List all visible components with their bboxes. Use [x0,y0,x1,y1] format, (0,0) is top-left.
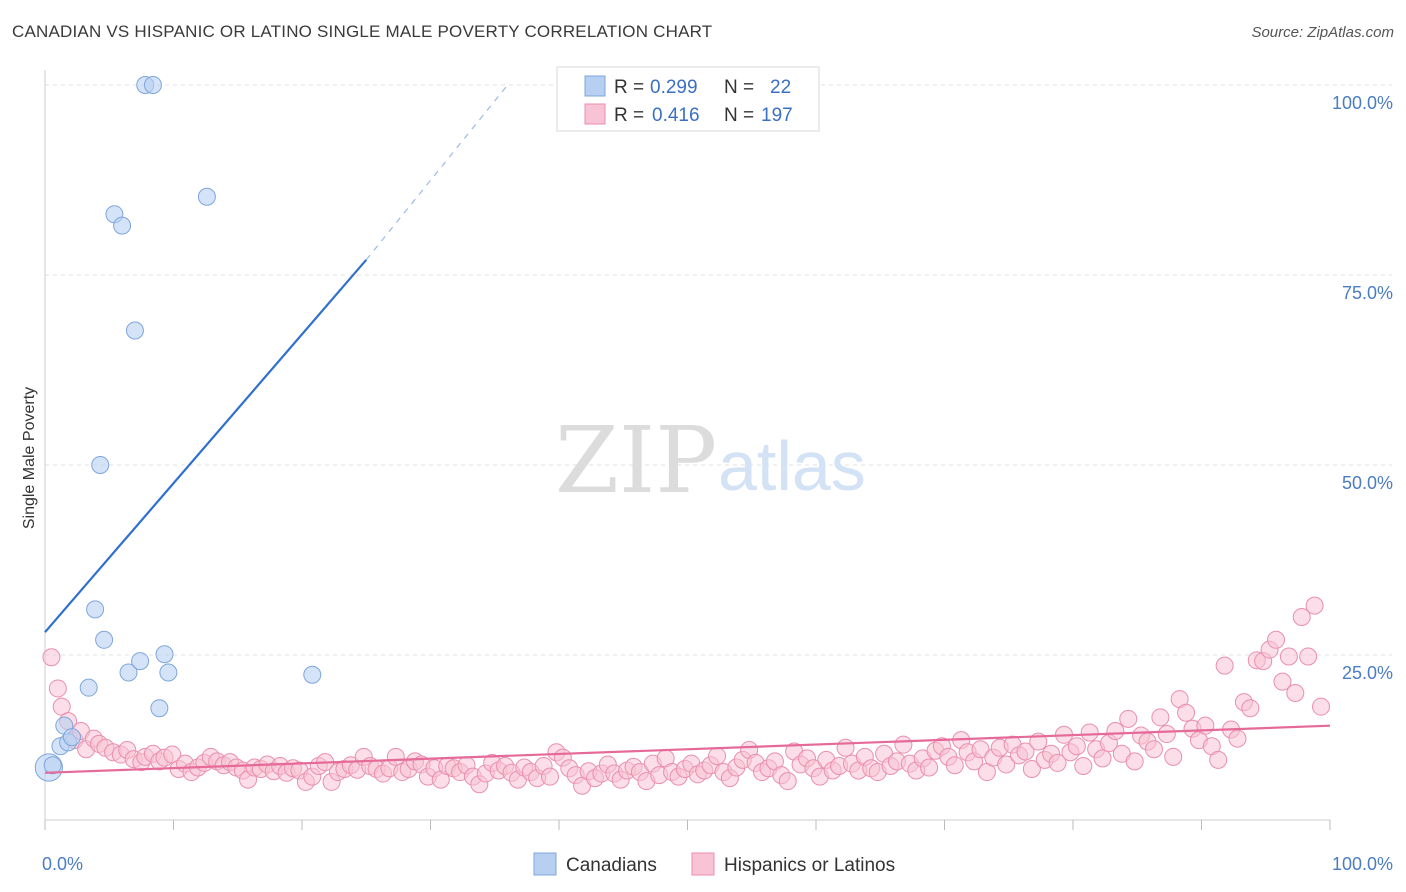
hispanics-point-180 [1196,716,1215,735]
canadians-point-21 [43,756,62,775]
hispanics-point-175 [1164,747,1183,766]
y-tick-labels: 25.0% 50.0% 75.0% 100.0% [1332,93,1393,683]
y-tick-label-0: 25.0% [1342,663,1393,683]
hispanics-point-124 [836,738,855,757]
hispanics-point-133 [894,735,913,754]
hispanics-point-104 [708,747,727,766]
hispanics-point-182 [1209,750,1228,769]
hispanics-point-137 [920,758,939,777]
canadians-point-15 [159,663,178,682]
canadians-point-16 [150,699,169,718]
y-tick-label-3: 100.0% [1332,93,1393,113]
watermark-atlas: atlas [718,427,866,505]
hispanics-point-166 [1106,722,1125,740]
canadians-point-18 [143,76,162,94]
hispanics-point-196 [1299,647,1318,666]
x-tick-label-0: 0.0% [42,854,83,874]
legend-swatch-hispanics [584,103,606,125]
hispanics-point-152 [1016,742,1035,761]
gridlines [45,84,1392,656]
canadians-point-13 [131,652,150,671]
hispanics-points [42,596,1331,795]
bottom-legend-hispanics: Hispanics or Latinos [724,855,895,876]
legend-r-label-1: R = [614,105,644,126]
hispanics-point-161 [1074,756,1093,775]
canadians-trend-extension [365,84,509,261]
hispanics-point-192 [1273,672,1292,691]
hispanics-point-169 [1125,752,1144,771]
canadians-point-7 [95,630,114,649]
hispanics-trend-line [44,724,1331,774]
legend-r-value-0: 0.299 [650,77,698,98]
y-tick-label-2: 75.0% [1342,283,1393,303]
canadians-point-10 [113,216,132,235]
y-axis-label: Single Male Poverty [21,387,38,529]
legend-n-value-1: 197 [761,105,793,126]
canadians-point-19 [197,187,216,206]
legend-box: R = 0.299 N = 22 R = 0.416 N = 197 [556,66,820,132]
legend-r-value-1: 0.416 [652,105,700,126]
canadians-point-4 [62,728,81,747]
hispanics-point-191 [1267,630,1286,649]
hispanics-point-54 [386,747,405,766]
legend-r-label-0: R = [614,77,644,98]
y-tick-label-1: 50.0% [1342,473,1393,493]
source-label: Source: ZipAtlas.com [1251,24,1394,41]
canadians-point-6 [86,600,105,619]
bottom-legend-swatch-hispanics [691,852,715,876]
canadians-point-8 [91,456,110,474]
hispanics-point-78 [541,767,560,786]
canadians-point-5 [79,678,98,697]
hispanics-point-115 [778,772,797,791]
legend-n-value-0: 22 [770,77,791,98]
legend-swatch-canadians [584,75,606,97]
hispanics-point-187 [1241,699,1260,718]
canadians-point-12 [119,663,138,682]
hispanics-point-185 [1228,729,1247,748]
hispanics-point-153 [1022,760,1041,778]
hispanics-point-194 [1286,684,1305,702]
watermark: ZIP atlas [555,407,866,514]
canadians-point-14 [155,645,174,664]
hispanics-point-1 [48,679,67,698]
hispanics-point-141 [945,756,964,775]
canadians-points [34,76,322,782]
hispanics-point-164 [1093,749,1112,768]
legend-n-label-1: N = [724,105,754,126]
hispanics-point-173 [1151,708,1170,727]
hispanics-point-160 [1067,737,1086,756]
hispanics-point-0 [42,648,61,667]
hispanics-point-193 [1279,647,1298,666]
canadians-point-11 [125,321,144,340]
hispanics-point-197 [1305,596,1324,615]
axes [44,70,1331,830]
hispanics-point-162 [1080,723,1099,742]
chart-title: CANADIAN VS HISPANIC OR LATINO SINGLE MA… [12,22,713,41]
hispanics-point-183 [1215,656,1234,675]
x-tick-labels: 0.0% 100.0% [42,854,1393,874]
canadians-point-20 [303,665,322,684]
hispanics-point-195 [1292,608,1311,626]
hispanics-point-168 [1119,709,1138,728]
bottom-legend-canadians: Canadians [566,855,657,876]
x-tick-label-1: 100.0% [1332,854,1393,874]
hispanics-point-174 [1157,725,1176,744]
hispanics-point-157 [1048,753,1067,772]
bottom-legend-swatch-canadians [533,852,557,876]
watermark-zip: ZIP [555,407,717,514]
hispanics-point-198 [1312,697,1331,716]
canadians-trend-line [44,259,368,633]
hispanics-point-145 [971,740,990,759]
legend-n-label-0: N = [724,77,754,98]
hispanics-point-149 [997,755,1016,774]
hispanics-point-172 [1144,740,1163,759]
trend-lines [44,84,1331,774]
bottom-legend: Canadians Hispanics or Latinos [533,852,895,876]
hispanics-point-177 [1177,703,1196,722]
